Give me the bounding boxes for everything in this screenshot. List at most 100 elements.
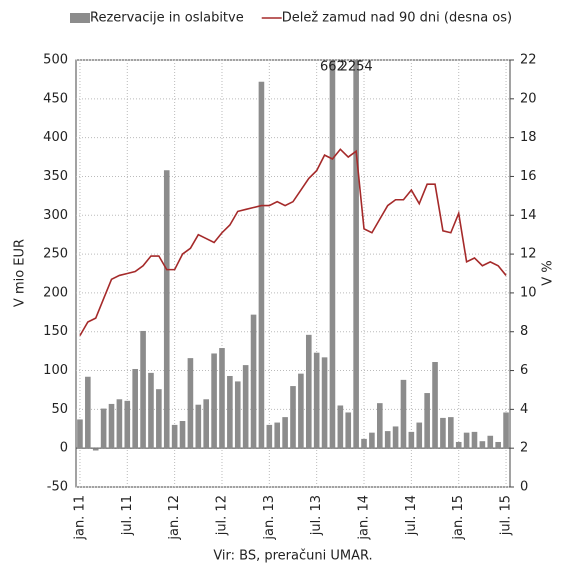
- y-tick-label: 150: [43, 324, 68, 339]
- bar: [455, 441, 462, 449]
- data-label: 662: [320, 60, 345, 75]
- bar: [195, 404, 202, 449]
- bar: [495, 441, 501, 449]
- bar: [92, 448, 99, 451]
- bar: [140, 330, 146, 449]
- bar: [329, 60, 336, 449]
- bar: [313, 352, 320, 449]
- bar: [132, 368, 138, 449]
- bar: [384, 431, 391, 449]
- y2-tick-label: 14: [520, 208, 537, 223]
- bar: [282, 417, 288, 449]
- bar: [377, 403, 383, 449]
- bar: [85, 376, 91, 449]
- y2-tick-label: 12: [520, 247, 537, 262]
- bar: [369, 432, 375, 449]
- x-tick-label: jan. 14: [357, 495, 372, 541]
- y2-axis-label: V %: [541, 260, 556, 285]
- y-tick-label: 400: [43, 130, 68, 145]
- y-tick-label: 300: [43, 208, 68, 223]
- data-label: 2254: [340, 60, 373, 75]
- bar: [400, 379, 407, 449]
- bar: [77, 419, 83, 449]
- y-tick-label: 50: [51, 402, 68, 417]
- bar: [258, 81, 265, 449]
- bar: [345, 412, 352, 449]
- bar: [298, 373, 304, 449]
- y2-tick-label: 0: [520, 480, 528, 495]
- bar: [487, 435, 494, 449]
- y2-tick-label: 22: [520, 53, 537, 68]
- bar: [408, 431, 415, 449]
- bar: [179, 421, 186, 449]
- y2-tick-label: 8: [520, 324, 528, 339]
- y2-tick-label: 16: [520, 169, 537, 184]
- x-tick-label: jul. 12: [214, 495, 229, 536]
- y-tick-label: 450: [43, 91, 68, 106]
- bar: [171, 424, 178, 449]
- x-tick-label: jul. 13: [309, 495, 324, 536]
- bar: [227, 375, 233, 449]
- x-tick-label: jan. 13: [262, 495, 277, 541]
- legend-swatch: [70, 13, 90, 23]
- x-tick-label: jan. 12: [167, 495, 182, 541]
- bar: [392, 426, 399, 449]
- bar: [100, 408, 107, 449]
- bar: [479, 441, 486, 449]
- bar: [448, 417, 454, 449]
- x-tick-label: jul. 11: [120, 495, 135, 536]
- bar: [440, 417, 446, 449]
- line: [79, 148, 507, 337]
- bar: [424, 393, 430, 449]
- bar: [156, 389, 162, 449]
- source: Vir: BS, preračuni UMAR.: [213, 549, 372, 564]
- bar: [163, 170, 170, 449]
- y-tick-label: 200: [43, 285, 68, 300]
- bar: [148, 372, 154, 449]
- bar: [234, 381, 241, 449]
- y-axis-label: V mio EUR: [13, 239, 28, 307]
- y-tick-label: 100: [43, 363, 68, 378]
- y2-tick-label: 6: [520, 363, 528, 378]
- bar: [503, 412, 509, 449]
- bar: [416, 422, 423, 449]
- bar: [187, 358, 194, 449]
- bar: [108, 403, 115, 449]
- legend-label: Delež zamud nad 90 dni (desna os): [282, 11, 512, 26]
- bar: [321, 357, 328, 449]
- y-tick-label: 0: [60, 441, 68, 456]
- y-tick-label: 250: [43, 247, 68, 262]
- y2-tick-label: 18: [520, 130, 537, 145]
- bar: [463, 432, 470, 449]
- bar: [471, 431, 478, 449]
- y2-tick-label: 20: [520, 91, 537, 106]
- bar: [274, 422, 281, 449]
- bar: [124, 400, 131, 449]
- y2-tick-label: 2: [520, 441, 528, 456]
- bar: [219, 348, 225, 449]
- bars: [77, 60, 509, 451]
- y2-tick-label: 4: [520, 402, 528, 417]
- bar: [116, 399, 123, 449]
- y2-tick-label: 10: [520, 285, 537, 300]
- bar: [250, 314, 257, 449]
- bar: [242, 365, 249, 449]
- x-tick-label: jul. 14: [404, 495, 419, 536]
- bar: [361, 438, 367, 449]
- y-tick-label: 500: [43, 53, 68, 68]
- x-tick-label: jul. 15: [499, 495, 514, 536]
- bar: [353, 60, 359, 449]
- legend-label: Rezervacije in oslabitve: [90, 11, 244, 26]
- x-tick-label: jan. 11: [72, 495, 87, 541]
- bar: [432, 362, 438, 449]
- bar: [266, 424, 273, 449]
- bar: [337, 405, 344, 449]
- x-tick-label: jan. 15: [451, 495, 466, 541]
- bar: [203, 399, 209, 449]
- bar: [305, 334, 312, 449]
- y-tick-label: -50: [47, 480, 68, 495]
- bar: [290, 386, 296, 449]
- bar: [211, 353, 217, 449]
